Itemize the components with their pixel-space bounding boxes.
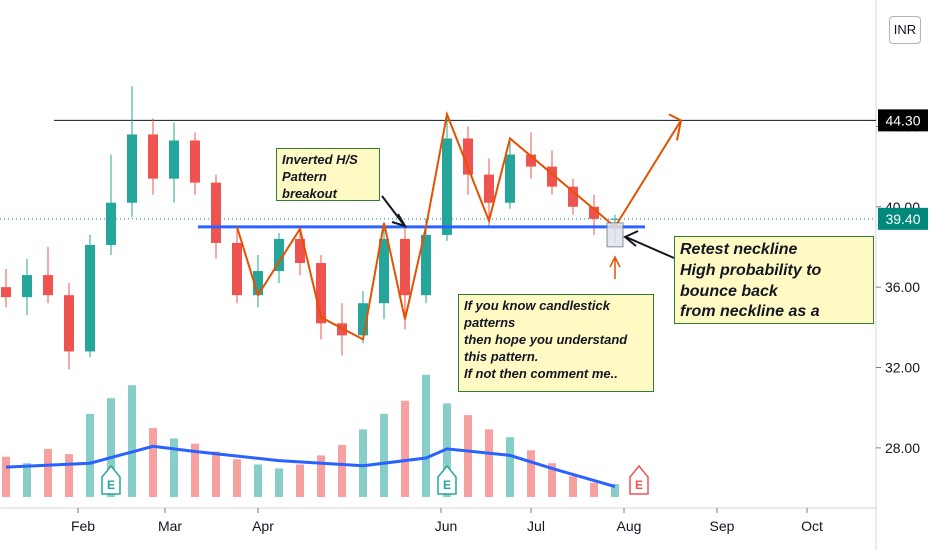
candle-body <box>64 295 74 352</box>
candle-body <box>232 242 242 296</box>
volume-bar <box>275 468 283 497</box>
volume-bar <box>611 484 619 497</box>
candle-body <box>211 182 221 243</box>
candle-body <box>253 271 263 296</box>
inverted-hs-drawing <box>236 222 427 341</box>
volume-bar <box>506 437 514 497</box>
retest-pointer-arrow <box>625 236 675 259</box>
projection-arrow-line <box>614 119 682 228</box>
volume-bar <box>485 429 493 497</box>
earnings-marker-shape <box>437 464 457 495</box>
pattern-label-note[interactable]: Inverted H/S Pattern breakout <box>276 148 380 201</box>
last-price-badge <box>878 207 928 230</box>
volume-bar <box>401 400 409 497</box>
x-tick-label: Aug <box>617 518 642 534</box>
candle-body <box>127 134 137 203</box>
candle-body <box>148 134 158 179</box>
candle-body <box>295 238 305 264</box>
volume-bar <box>338 445 346 497</box>
volume-bar <box>149 428 157 497</box>
candle-body <box>43 275 53 296</box>
candle-body <box>316 263 326 324</box>
volume-bar <box>359 429 367 497</box>
x-tick-label: Apr <box>252 518 274 534</box>
volume-bar <box>422 374 430 497</box>
candle-body <box>589 206 599 219</box>
earnings-marker-label: E <box>443 478 451 492</box>
candle-body <box>421 234 431 296</box>
x-tick-label: Feb <box>71 518 95 534</box>
candle-body <box>169 140 179 179</box>
candle-body <box>379 238 389 304</box>
y-tick-label: 28.00 <box>885 440 920 456</box>
x-tick-label: Oct <box>801 518 823 534</box>
pattern-pointer-head <box>391 213 408 228</box>
candle-body <box>547 166 557 187</box>
candle-body <box>505 154 515 203</box>
volume-bar <box>128 385 136 497</box>
candle-body <box>484 174 494 203</box>
earnings-marker-label: E <box>635 478 643 492</box>
volume-bar <box>548 463 556 497</box>
candle-body <box>358 303 368 336</box>
volume-bar <box>23 463 31 497</box>
candle-body <box>22 275 32 298</box>
candle-body <box>610 218 620 220</box>
volume-bar <box>170 438 178 497</box>
volume-bar <box>464 415 472 497</box>
earnings-marker-shape <box>101 464 121 495</box>
projection-arrowhead <box>668 113 683 141</box>
volume-bar <box>527 450 535 497</box>
candle-body <box>274 238 284 272</box>
retest-note[interactable]: Retest neckline High probability to boun… <box>674 236 874 324</box>
earnings-marker-label: E <box>107 478 115 492</box>
earnings-marker: E <box>101 464 121 495</box>
candle-body <box>568 186 578 207</box>
volume-bar <box>191 443 199 497</box>
volume-bar <box>569 476 577 497</box>
volume-bar <box>233 459 241 497</box>
volume-bar <box>86 413 94 497</box>
y-tick-label: 32.00 <box>885 360 920 376</box>
volume-bar <box>212 451 220 497</box>
volume-ma-line <box>5 444 616 489</box>
candle-body <box>442 138 452 235</box>
earnings-marker: E <box>437 464 457 495</box>
x-tick-label: Jun <box>435 518 458 534</box>
resistance-price-badge-text: 44.30 <box>885 112 920 128</box>
x-tick-label: Sep <box>710 518 735 534</box>
candle-body <box>526 154 536 167</box>
y-tick-label: 36.00 <box>885 279 920 295</box>
volume-bar <box>590 482 598 497</box>
earnings-marker-shape <box>629 464 649 495</box>
volume-bar <box>380 413 388 497</box>
retest-pointer-head <box>623 230 639 247</box>
volume-bar <box>2 456 10 497</box>
candle-body <box>463 138 473 175</box>
earnings-marker: E <box>629 464 649 495</box>
volume-bar <box>107 398 115 497</box>
resistance-price-badge <box>878 109 928 132</box>
currency-button[interactable]: INR <box>889 16 921 44</box>
volume-bar <box>254 464 262 497</box>
volume-bar <box>296 464 304 497</box>
retest-arrowhead <box>609 255 621 268</box>
volume-bar <box>317 455 325 497</box>
candlestick-note[interactable]: If you know candlestick patterns then ho… <box>458 294 654 392</box>
candle-body <box>400 238 410 296</box>
candle-body <box>1 287 11 298</box>
x-tick-label: Jul <box>527 518 545 534</box>
candle-body <box>106 202 116 245</box>
volume-bar <box>44 448 52 497</box>
wave-drawing <box>425 110 616 228</box>
x-tick-label: Mar <box>158 518 182 534</box>
candle-body <box>85 244 95 352</box>
last-price-badge-text: 39.40 <box>885 211 920 227</box>
pattern-pointer-arrow <box>381 195 405 226</box>
retest-highlight-box <box>606 222 624 248</box>
candle-body <box>190 140 200 183</box>
volume-bar <box>65 454 73 497</box>
